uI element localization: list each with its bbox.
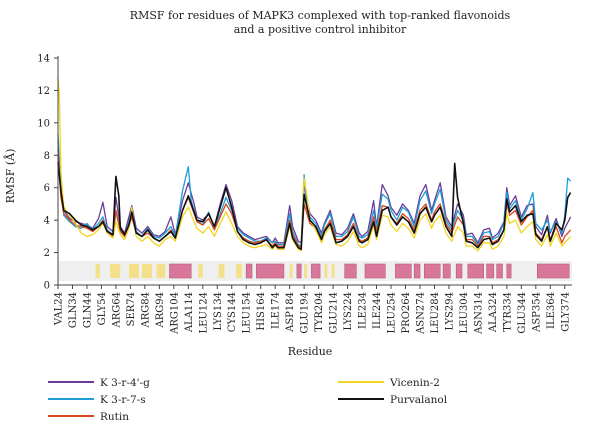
x-tick-label: ALA114 [184, 292, 195, 333]
y-tick-label: 12 [37, 86, 50, 97]
x-tick-label: LEU254 [387, 292, 398, 333]
legend-label: Purvalanol [390, 394, 448, 406]
y-axis-label: RMSF (Å) [3, 149, 17, 204]
helix-segment [455, 263, 463, 279]
x-tick-label: LYS134 [213, 292, 224, 331]
x-tick-label: ILE234 [358, 292, 369, 329]
helix-segment [344, 263, 357, 279]
x-tick-label: CYS144 [227, 292, 238, 332]
x-tick-label: GLY374 [560, 292, 571, 332]
series-lines [57, 77, 572, 252]
legend-label: K 3-r-7-s [100, 394, 146, 406]
x-tick-label: ARG64 [111, 292, 122, 328]
strand-segment [156, 264, 166, 278]
axes: 0 2 4 6 8 10 12 14 VAL24 GLN34 GLN44 GLY54 ARG64 SER7… [37, 54, 572, 335]
x-tick-label: SER74 [126, 292, 137, 326]
x-tick-label: VAL24 [54, 292, 65, 326]
strand-segment [304, 264, 307, 278]
x-tick-label: LEU154 [242, 292, 253, 333]
x-tick-label: GLY54 [97, 292, 108, 325]
x-tick-label: TYR204 [314, 292, 325, 332]
x-tick-label: ASP354 [531, 292, 542, 333]
x-tick-label: ILE364 [546, 292, 557, 329]
x-tick-label: ARG104 [169, 292, 180, 335]
helix-segment [486, 263, 495, 279]
x-tick-label: GLU194 [300, 292, 311, 334]
helix-segment [442, 263, 451, 279]
legend-label: K 3-r-4'-g [100, 377, 150, 389]
x-tick-label: ILE244 [372, 292, 383, 329]
x-axis-label: Residue [288, 345, 333, 358]
y-tick-label: 10 [37, 118, 50, 129]
helix-segment [413, 263, 421, 279]
helix-segment [364, 263, 386, 279]
strand-segment [289, 264, 293, 278]
x-tick-label: ARG84 [140, 292, 151, 328]
series-line-4 [57, 161, 572, 251]
strand-segment [218, 264, 225, 278]
legend: K 3-r-4'-g K 3-r-7-s Rutin Vicenin-2 Purvala… [48, 377, 448, 423]
x-tick-label: GLU344 [517, 292, 528, 334]
x-tick-label: GLN34 [68, 292, 79, 328]
y-tick-label: 14 [37, 54, 50, 65]
secondary-structure-track [58, 261, 572, 281]
strand-segment [95, 264, 100, 278]
x-tick-label: HIS164 [256, 292, 267, 331]
helix-segment [169, 263, 192, 279]
helix-segment [296, 263, 302, 279]
strand-segment [236, 264, 242, 278]
y-tick-label: 8 [44, 151, 50, 162]
helix-segment [467, 263, 484, 279]
x-tick-label: ASP184 [285, 292, 296, 333]
strand-segment [198, 264, 203, 278]
x-tick-label: LEU304 [459, 292, 470, 333]
legend-label: Rutin [100, 411, 129, 423]
series-line-1 [57, 134, 572, 247]
helix-segment [506, 263, 512, 279]
helix-segment [536, 263, 570, 279]
x-tick-label: LEU284 [430, 292, 441, 333]
helix-segment [256, 263, 285, 279]
x-tick-label: GLU214 [329, 292, 340, 334]
series-line-0 [57, 142, 572, 244]
y-tick-label: 0 [44, 281, 50, 292]
strand-segment [331, 264, 335, 278]
x-tick-label: LYS294 [444, 292, 455, 331]
strand-segment [110, 264, 121, 278]
series-line-2 [57, 148, 572, 249]
y-tick-label: 6 [44, 183, 50, 194]
y-tick-label: 2 [44, 248, 50, 259]
x-tick-label: ASN314 [473, 292, 484, 335]
x-tick-label: GLN44 [83, 292, 94, 328]
x-tick-label: ARG94 [155, 292, 166, 328]
x-tick-label: ALA324 [488, 292, 499, 333]
x-tick-label: TYR334 [502, 292, 513, 332]
chart-subtitle: and a positive control inhibitor [234, 23, 407, 36]
legend-label: Vicenin-2 [389, 377, 440, 389]
x-tick-label: PRO264 [401, 292, 412, 334]
helix-segment [311, 263, 321, 279]
helix-segment [395, 263, 412, 279]
strand-segment [142, 264, 153, 278]
helix-segment [496, 263, 503, 279]
strand-segment [324, 264, 328, 278]
x-tick-label: ASN274 [416, 292, 427, 335]
x-tick-label: LEU124 [198, 292, 209, 333]
helix-segment [423, 263, 441, 279]
y-tick-label: 4 [44, 216, 50, 227]
x-tick-label: LYS224 [343, 292, 354, 331]
x-tick-label: ILE174 [271, 292, 282, 329]
helix-segment [245, 263, 253, 279]
strand-segment [128, 264, 139, 278]
chart-title: RMSF for residues of MAPK3 complexed wit… [130, 9, 511, 22]
